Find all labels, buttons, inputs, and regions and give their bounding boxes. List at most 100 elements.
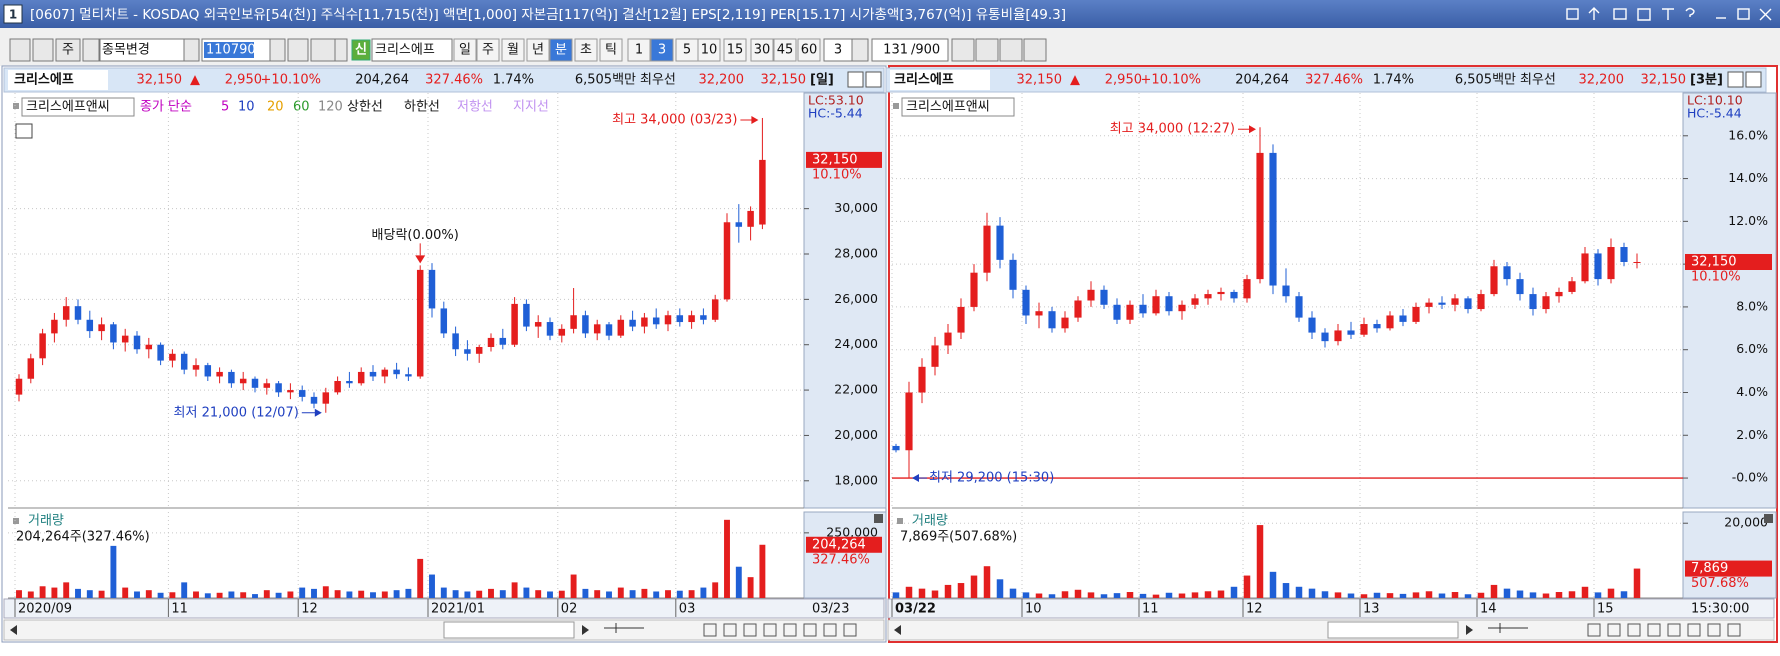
period-button[interactable] xyxy=(526,38,550,62)
header-period: [3분] xyxy=(1690,73,1723,88)
code-input[interactable]: 110790 xyxy=(206,43,256,58)
period-label[interactable]: 월 xyxy=(507,43,519,58)
tool-icon[interactable] xyxy=(1647,623,1661,637)
legend-band: 상한선 xyxy=(347,100,383,115)
candle-body xyxy=(405,374,412,377)
minute-label[interactable]: 45 xyxy=(777,43,794,58)
volume-bar xyxy=(1295,586,1303,598)
tool-icon[interactable] xyxy=(1607,623,1621,637)
minute-button[interactable] xyxy=(773,38,797,62)
header-button[interactable] xyxy=(847,71,864,88)
legend-ma: 120 xyxy=(318,100,343,115)
scroll-thumb[interactable] xyxy=(443,621,575,639)
tool-icon[interactable] xyxy=(703,623,717,637)
period-label[interactable]: 일 xyxy=(459,43,471,58)
volume-button[interactable] xyxy=(1764,514,1773,523)
candle-body xyxy=(464,349,471,354)
minute-label[interactable]: 30 xyxy=(754,43,771,58)
header-button[interactable] xyxy=(865,71,882,88)
period-button[interactable] xyxy=(453,38,477,62)
period-button[interactable] xyxy=(574,38,598,62)
minute-label[interactable]: 5 xyxy=(683,43,691,58)
tool-icon[interactable] xyxy=(1587,623,1601,637)
tool-icon[interactable] xyxy=(723,623,737,637)
zoom-slider[interactable] xyxy=(1488,623,1528,633)
tool-icon[interactable] xyxy=(1687,623,1701,637)
volume-bar xyxy=(157,592,164,598)
volume-button[interactable] xyxy=(874,514,883,523)
period-button[interactable] xyxy=(599,38,623,62)
tool-icon[interactable] xyxy=(783,623,797,637)
candle-body xyxy=(905,392,913,451)
tool-icon[interactable] xyxy=(803,623,817,637)
volume-bar xyxy=(429,574,435,598)
minute-label[interactable]: 10 xyxy=(701,43,718,58)
legend-ma: 5 xyxy=(221,100,229,115)
header-volume-rate: 327.46% xyxy=(425,73,483,88)
minute-label[interactable]: 60 xyxy=(801,43,818,58)
current-date: 03/23 xyxy=(812,602,849,617)
period-label[interactable]: 년 xyxy=(532,43,544,58)
legend-toggle[interactable] xyxy=(13,103,19,109)
candle-body xyxy=(381,369,389,377)
minute-button[interactable] xyxy=(797,38,821,62)
scroll-right[interactable] xyxy=(582,625,589,635)
period-label[interactable]: 주 xyxy=(482,43,494,58)
volume-toggle[interactable] xyxy=(897,518,903,524)
volume-bar xyxy=(299,587,306,598)
stock-change[interactable]: 종목변경 xyxy=(102,43,150,58)
candle-body xyxy=(1243,279,1251,299)
period-button[interactable] xyxy=(549,38,573,62)
stock-name[interactable]: 크리스에프 xyxy=(375,43,435,58)
tool-icon[interactable] xyxy=(1707,623,1721,637)
minute-button[interactable] xyxy=(723,38,747,62)
minute-label[interactable]: 3 xyxy=(658,43,666,58)
interval[interactable]: 3 xyxy=(834,43,842,58)
header-price: 32,150 xyxy=(137,73,183,88)
grid-icon[interactable] xyxy=(15,123,33,139)
volume-bar xyxy=(63,582,70,598)
y-tick-label: -0.0% xyxy=(1732,470,1768,485)
legend-toggle[interactable] xyxy=(893,103,899,109)
tool-icon[interactable] xyxy=(1627,623,1641,637)
new-badge[interactable]: 신 xyxy=(355,43,367,58)
period-select[interactable]: 주 xyxy=(62,43,74,58)
volume-bar xyxy=(547,591,553,598)
period-button[interactable] xyxy=(476,38,500,62)
window-controls[interactable] xyxy=(1566,7,1772,21)
tool-icon[interactable] xyxy=(1727,623,1741,637)
tool-icon[interactable] xyxy=(843,623,857,637)
minute-button[interactable] xyxy=(697,38,721,62)
scroll-left[interactable] xyxy=(894,625,901,635)
minute-button[interactable] xyxy=(650,38,674,62)
count[interactable]: 131 xyxy=(883,43,908,58)
minute-button[interactable] xyxy=(750,38,774,62)
volume-toggle[interactable] xyxy=(13,518,19,524)
header-button[interactable] xyxy=(1727,71,1744,88)
volume-bar xyxy=(381,591,388,598)
volume-bar xyxy=(1438,593,1446,598)
volume-bar xyxy=(1633,568,1641,598)
volume-bar xyxy=(263,590,270,598)
scroll-left[interactable] xyxy=(10,625,17,635)
volume-bar xyxy=(417,558,424,598)
candle-body xyxy=(334,381,341,393)
minute-label[interactable]: 1 xyxy=(635,43,643,58)
scroll-right[interactable] xyxy=(1466,625,1473,635)
header-button[interactable] xyxy=(1745,71,1762,88)
last-change-label: 10.10% xyxy=(1691,269,1741,284)
period-label[interactable]: 분 xyxy=(555,43,567,58)
minute-button[interactable] xyxy=(627,38,651,62)
period-label[interactable]: 틱 xyxy=(605,43,617,58)
tool-icon[interactable] xyxy=(1667,623,1681,637)
minute-label[interactable]: 15 xyxy=(727,43,744,58)
period-label[interactable]: 초 xyxy=(580,43,592,58)
zoom-slider[interactable] xyxy=(604,623,644,633)
period-button[interactable] xyxy=(501,38,525,62)
scroll-thumb[interactable] xyxy=(1327,621,1459,639)
window-icon xyxy=(3,4,23,24)
tool-icon[interactable] xyxy=(763,623,777,637)
tool-icon[interactable] xyxy=(823,623,837,637)
tool-icon[interactable] xyxy=(743,623,757,637)
volume-summary: 7,869주(507.68%) xyxy=(900,530,1017,545)
